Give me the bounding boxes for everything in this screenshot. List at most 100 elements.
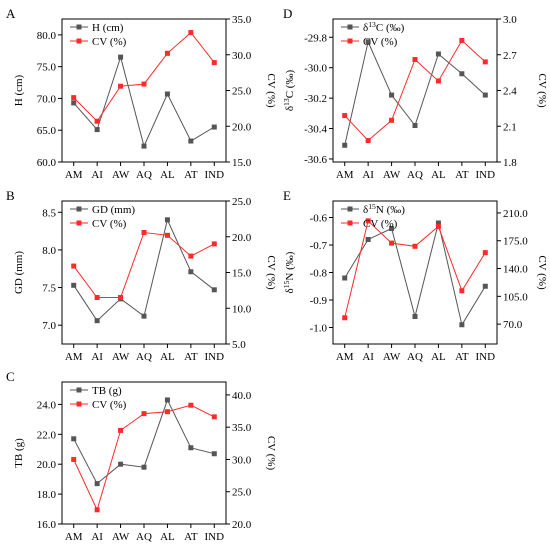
- data-point-cv: [188, 253, 194, 259]
- left-y-tick-label: 8.0: [42, 245, 56, 257]
- right-axis-title: CV (%): [536, 255, 548, 290]
- data-point-primary: [459, 322, 465, 328]
- x-tick-label: AI: [362, 351, 374, 363]
- data-point-primary: [482, 283, 488, 289]
- right-axis-title: CV (%): [265, 255, 277, 290]
- x-tick-label: AI: [91, 169, 103, 181]
- data-point-primary: [94, 318, 100, 324]
- x-tick-label: AT: [184, 531, 198, 543]
- data-point-cv: [118, 83, 124, 89]
- data-point-primary: [389, 92, 395, 98]
- data-point-primary: [412, 314, 418, 319]
- data-point-primary: [211, 287, 217, 293]
- data-point-primary: [71, 436, 77, 442]
- data-point-primary: [342, 275, 348, 281]
- data-point-cv: [118, 295, 124, 301]
- right-axis-title: CV (%): [265, 436, 277, 471]
- data-point-cv: [94, 295, 100, 301]
- panel-d: D AM AI AW AQ AL AT IND -30.6 -30.4 -30.2 -30.0 -29.…: [282, 6, 548, 181]
- right-y-tick-label: 25.0: [232, 196, 252, 208]
- left-axis-title: δ13C (‰): [282, 70, 296, 112]
- x-tick-label: AT: [455, 351, 469, 363]
- left-y-tick-label: 75.0: [37, 62, 57, 74]
- data-point-primary: [141, 143, 147, 149]
- data-point-cv: [211, 241, 217, 247]
- x-tick-label: AW: [112, 531, 130, 543]
- x-tick-label: AT: [455, 169, 469, 181]
- legend-label: TB (g): [92, 385, 122, 397]
- legend-label: H (cm): [92, 22, 124, 34]
- data-point-cv: [71, 95, 77, 101]
- left-y-tick-label: -0.6: [310, 213, 328, 225]
- series-line-primary: [73, 55, 215, 148]
- data-point-primary: [188, 269, 194, 275]
- data-point-cv: [94, 118, 100, 124]
- legend-label: δ15N (‰): [363, 202, 405, 216]
- x-tick-label: AI: [91, 351, 103, 363]
- data-point-primary: [412, 122, 418, 128]
- x-tick-label: AW: [383, 169, 401, 181]
- left-axis-title: H (cm): [13, 74, 25, 106]
- right-y-tick-label: 20.0: [232, 519, 252, 531]
- data-point-cv: [164, 232, 170, 238]
- plot-frame: [61, 18, 227, 163]
- data-point-primary: [365, 39, 371, 45]
- legend-marker: [76, 24, 82, 30]
- legend-marker: [347, 24, 353, 30]
- data-point-cv: [342, 113, 348, 119]
- right-y-tick-label: 35.0: [232, 422, 252, 434]
- right-y-tick-label: 140.0: [503, 264, 528, 276]
- legend-label: CV (%): [363, 218, 398, 230]
- x-tick-label: AL: [431, 169, 446, 181]
- data-point-primary: [389, 226, 395, 231]
- x-tick-label: AL: [160, 351, 175, 363]
- left-y-tick-label: -30.6: [304, 154, 327, 166]
- legend-label: δ13C (‰): [363, 20, 405, 34]
- panel-b: B AM AI AW AQ AL AT IND 7.0 7.5 8.0 8.5 5.0 10.0 15.0 2…: [6, 188, 277, 363]
- data-point-cv: [164, 409, 170, 415]
- legend-label: CV (%): [92, 218, 127, 230]
- data-point-cv: [412, 243, 418, 249]
- left-y-tick-label: 7.0: [42, 320, 56, 332]
- data-point-cv: [188, 402, 194, 408]
- right-y-tick-label: 210.0: [503, 208, 528, 220]
- data-point-cv: [141, 81, 147, 87]
- x-tick-label: AL: [160, 169, 175, 181]
- x-tick-label: IND: [205, 531, 225, 543]
- x-tick-label: AM: [336, 351, 354, 363]
- left-y-tick-label: 65.0: [37, 125, 57, 137]
- data-point-primary: [435, 51, 441, 57]
- left-y-tick-label: 7.5: [42, 283, 56, 295]
- x-tick-label: AI: [362, 169, 374, 181]
- right-y-tick-label: 3.0: [503, 14, 517, 26]
- panel-e: E AM AI AW AQ AL AT IND -1.0 -0.9 -0.8 -0.7 -0.6 70.0…: [282, 188, 548, 363]
- data-point-primary: [141, 464, 147, 470]
- left-axis-title: GD (mm): [13, 251, 25, 294]
- right-y-tick-label: 2.1: [503, 121, 517, 133]
- data-point-cv: [141, 411, 147, 417]
- x-tick-label: AW: [112, 169, 130, 181]
- series-line-cv: [73, 231, 215, 298]
- x-tick-label: AW: [112, 351, 130, 363]
- legend-marker: [347, 38, 353, 44]
- data-point-primary: [118, 461, 124, 467]
- left-y-tick-label: -30.2: [304, 93, 327, 105]
- data-point-cv: [365, 218, 371, 224]
- left-y-tick-label: -0.7: [310, 240, 328, 252]
- x-tick-label: AL: [431, 351, 446, 363]
- panel-label: C: [6, 369, 15, 384]
- x-tick-label: AM: [65, 169, 83, 181]
- left-y-tick-label: -1.0: [310, 323, 328, 335]
- data-point-cv: [459, 37, 465, 43]
- data-point-cv: [211, 414, 217, 420]
- x-tick-label: AI: [91, 531, 103, 543]
- legend-label: CV (%): [92, 36, 127, 48]
- right-y-tick-label: 105.0: [503, 291, 528, 303]
- data-point-cv: [482, 250, 488, 256]
- legend-marker: [347, 220, 353, 226]
- data-point-primary: [365, 237, 371, 242]
- data-point-cv: [412, 57, 418, 63]
- left-y-tick-label: -0.8: [310, 268, 328, 280]
- legend-marker: [76, 220, 82, 226]
- x-tick-label: AL: [160, 531, 175, 543]
